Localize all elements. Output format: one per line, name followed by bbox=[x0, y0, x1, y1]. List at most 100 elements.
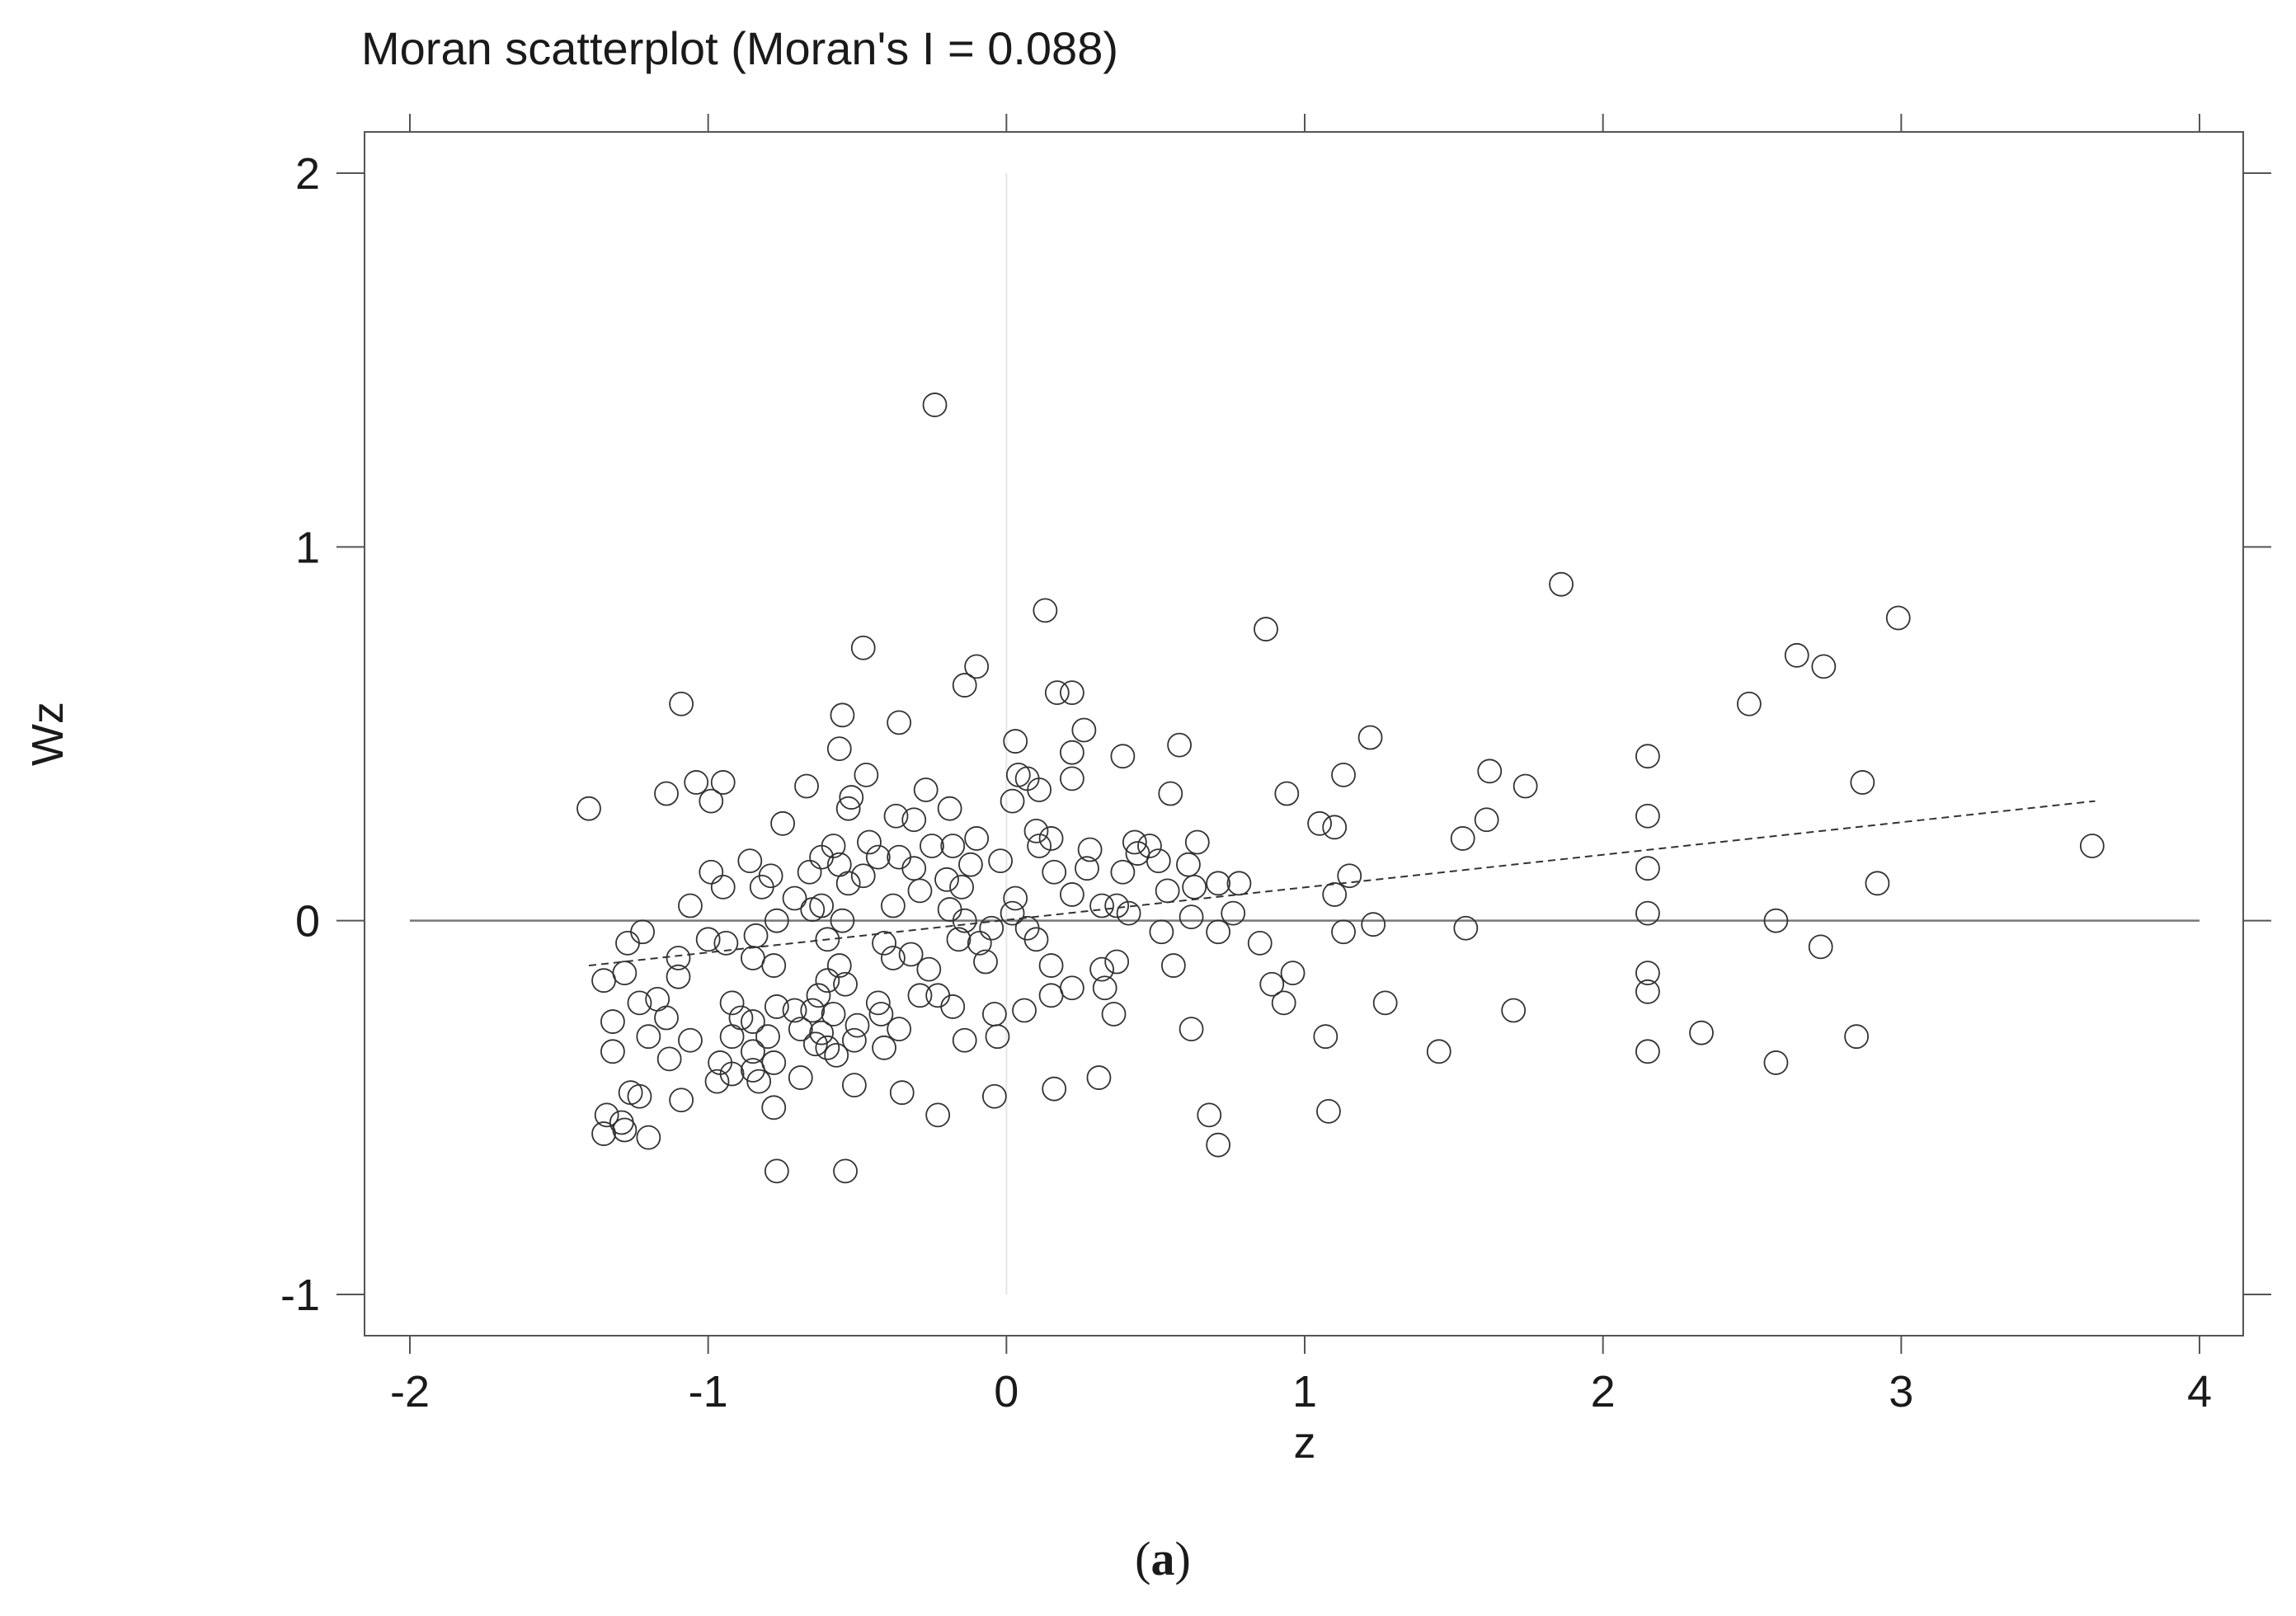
scatter-point bbox=[1071, 717, 1097, 743]
scatter-point bbox=[1477, 759, 1503, 784]
x-tick-label: 3 bbox=[1889, 1367, 1913, 1416]
scatter-point bbox=[600, 1009, 625, 1034]
scatter-point bbox=[1000, 900, 1025, 926]
scatter-point bbox=[797, 859, 822, 885]
scatter-point bbox=[1844, 1024, 1869, 1050]
fit-line-group bbox=[588, 800, 2096, 967]
scatter-point bbox=[704, 1069, 730, 1094]
scatter-point bbox=[1885, 605, 1911, 631]
scatter-point bbox=[800, 897, 826, 922]
scatter-point bbox=[1122, 829, 1147, 855]
scatter-point bbox=[1635, 856, 1660, 881]
scatter-point bbox=[887, 710, 912, 735]
scatter-point bbox=[654, 781, 679, 806]
scatter-point bbox=[764, 908, 789, 933]
scatter-point bbox=[1254, 617, 1278, 641]
scatter-point bbox=[666, 946, 691, 970]
scatter-point bbox=[1337, 863, 1362, 889]
y-tick-label: -1 bbox=[280, 1271, 320, 1320]
y-axis: -1 0 1 2 bbox=[280, 149, 2271, 1320]
scatter-point bbox=[1092, 975, 1117, 1001]
scatter-point bbox=[678, 1027, 703, 1053]
scatter-point bbox=[764, 994, 789, 1019]
scatter-point bbox=[865, 990, 891, 1016]
scatter-point bbox=[1226, 871, 1252, 896]
scatter-point bbox=[719, 1024, 745, 1050]
scatter-point bbox=[737, 848, 763, 874]
reference-lines bbox=[410, 173, 2200, 1294]
scatter-point bbox=[958, 852, 983, 877]
scatter-point bbox=[746, 1069, 772, 1094]
scatter-point bbox=[946, 927, 972, 952]
scatter-point bbox=[741, 946, 765, 970]
scatter-point bbox=[741, 1009, 765, 1034]
scatter-point bbox=[1060, 740, 1084, 765]
scatter-point bbox=[1038, 953, 1064, 978]
scatter-point bbox=[857, 829, 882, 855]
scatter-point bbox=[761, 1050, 787, 1075]
scatter-point bbox=[1763, 1050, 1789, 1075]
scatter-point bbox=[1372, 990, 1398, 1016]
scatter-point bbox=[1149, 919, 1174, 945]
scatter-point bbox=[833, 1158, 858, 1184]
scatter-point bbox=[925, 983, 951, 1008]
scatter-point bbox=[699, 788, 724, 814]
scatter-point bbox=[835, 871, 861, 896]
scatter-point bbox=[1184, 829, 1210, 855]
scatter-point bbox=[824, 1042, 849, 1068]
scatter-point bbox=[1060, 975, 1084, 1001]
scatter-point bbox=[1271, 990, 1296, 1016]
scatter-point bbox=[913, 777, 939, 802]
scatter-point bbox=[973, 949, 998, 975]
scatter-point bbox=[802, 1031, 828, 1057]
scatter-point bbox=[1033, 598, 1058, 623]
scatter-point bbox=[782, 886, 807, 911]
scatter-point bbox=[1784, 642, 1809, 668]
scatter-point bbox=[872, 1035, 896, 1060]
scatter-point bbox=[800, 998, 826, 1023]
scatter-point bbox=[967, 930, 992, 956]
scatter-point bbox=[901, 856, 927, 881]
scatter-point bbox=[952, 1027, 977, 1053]
scatter-point bbox=[1060, 882, 1084, 907]
scatter-point bbox=[1811, 654, 1837, 679]
scatter-point bbox=[1116, 900, 1141, 926]
scatter-point bbox=[630, 919, 655, 945]
scatter-point bbox=[964, 826, 990, 851]
scatter-point bbox=[1206, 871, 1231, 896]
scatter-point bbox=[770, 810, 795, 836]
scatter-point bbox=[1038, 826, 1064, 851]
scatter-point bbox=[934, 867, 959, 892]
scatter-point bbox=[669, 1088, 694, 1113]
scatter-point bbox=[1206, 919, 1231, 945]
scatter-point bbox=[1426, 1039, 1451, 1064]
scatter-point bbox=[1023, 927, 1049, 952]
scatter-point bbox=[645, 986, 670, 1012]
scatter-point bbox=[952, 908, 977, 933]
scatter-point bbox=[815, 927, 840, 952]
scatter-point bbox=[1450, 826, 1475, 851]
scatter-point bbox=[1513, 773, 1538, 799]
scatter-point bbox=[1221, 900, 1246, 926]
scatter-point bbox=[815, 968, 840, 994]
scatter-point bbox=[1110, 859, 1136, 885]
x-tick-label: 1 bbox=[1292, 1367, 1317, 1416]
scatter-point bbox=[1331, 919, 1356, 945]
scatter-point bbox=[1137, 834, 1162, 858]
scatter-point bbox=[1322, 815, 1348, 840]
scatter-point bbox=[907, 878, 933, 904]
x-tick-label: 2 bbox=[1591, 1367, 1616, 1416]
scatter-point bbox=[713, 930, 739, 956]
scatter-point bbox=[1179, 904, 1204, 930]
scatter-point bbox=[887, 844, 912, 870]
scatter-point bbox=[826, 953, 852, 978]
scatter-point bbox=[1179, 1017, 1204, 1042]
scatter-point bbox=[922, 392, 948, 417]
scatter-point bbox=[881, 946, 906, 970]
x-tick-label: 4 bbox=[2187, 1367, 2212, 1416]
chart-title: Moran scatterplot (Moran's I = 0.088) bbox=[361, 22, 1118, 74]
scatter-point bbox=[1101, 1002, 1127, 1026]
scatter-point bbox=[1316, 1098, 1341, 1124]
scatter-point bbox=[591, 968, 616, 994]
scatter-point bbox=[656, 1046, 682, 1072]
